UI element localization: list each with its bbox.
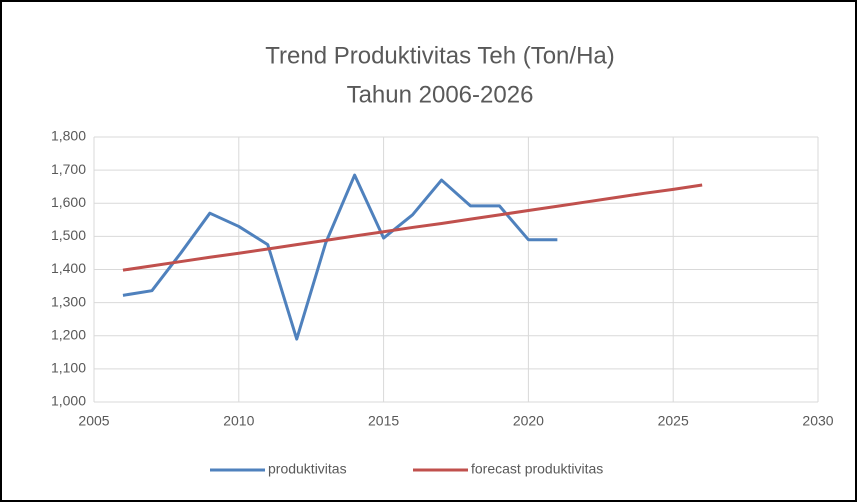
y-tick-label: 1,000: [51, 393, 86, 409]
y-tick-label: 1,600: [51, 194, 86, 210]
y-tick-label: 1,300: [51, 293, 86, 309]
chart-subtitle: Tahun 2006-2026: [347, 81, 534, 108]
x-tick-label: 2015: [368, 413, 399, 429]
y-tick-label: 1,800: [51, 128, 86, 144]
x-tick-label: 2005: [78, 413, 109, 429]
legend-label: produktivitas: [268, 461, 347, 477]
data-line: [122, 183, 703, 272]
y-tick-label: 1,400: [51, 260, 86, 276]
y-tick-label: 1,200: [51, 326, 86, 342]
x-tick-label: 2030: [802, 413, 833, 429]
x-tick-label: 2020: [513, 413, 544, 429]
x-tick-label: 2010: [223, 413, 254, 429]
y-tick-label: 1,100: [51, 360, 86, 376]
data-line: [122, 173, 558, 341]
chart-title: Trend Produktivitas Teh (Ton/Ha): [265, 42, 615, 69]
legend-label: forecast produktivitas: [471, 461, 603, 477]
y-tick-label: 1,500: [51, 227, 86, 243]
y-tick-label: 1,700: [51, 161, 86, 177]
x-tick-label: 2025: [658, 413, 689, 429]
